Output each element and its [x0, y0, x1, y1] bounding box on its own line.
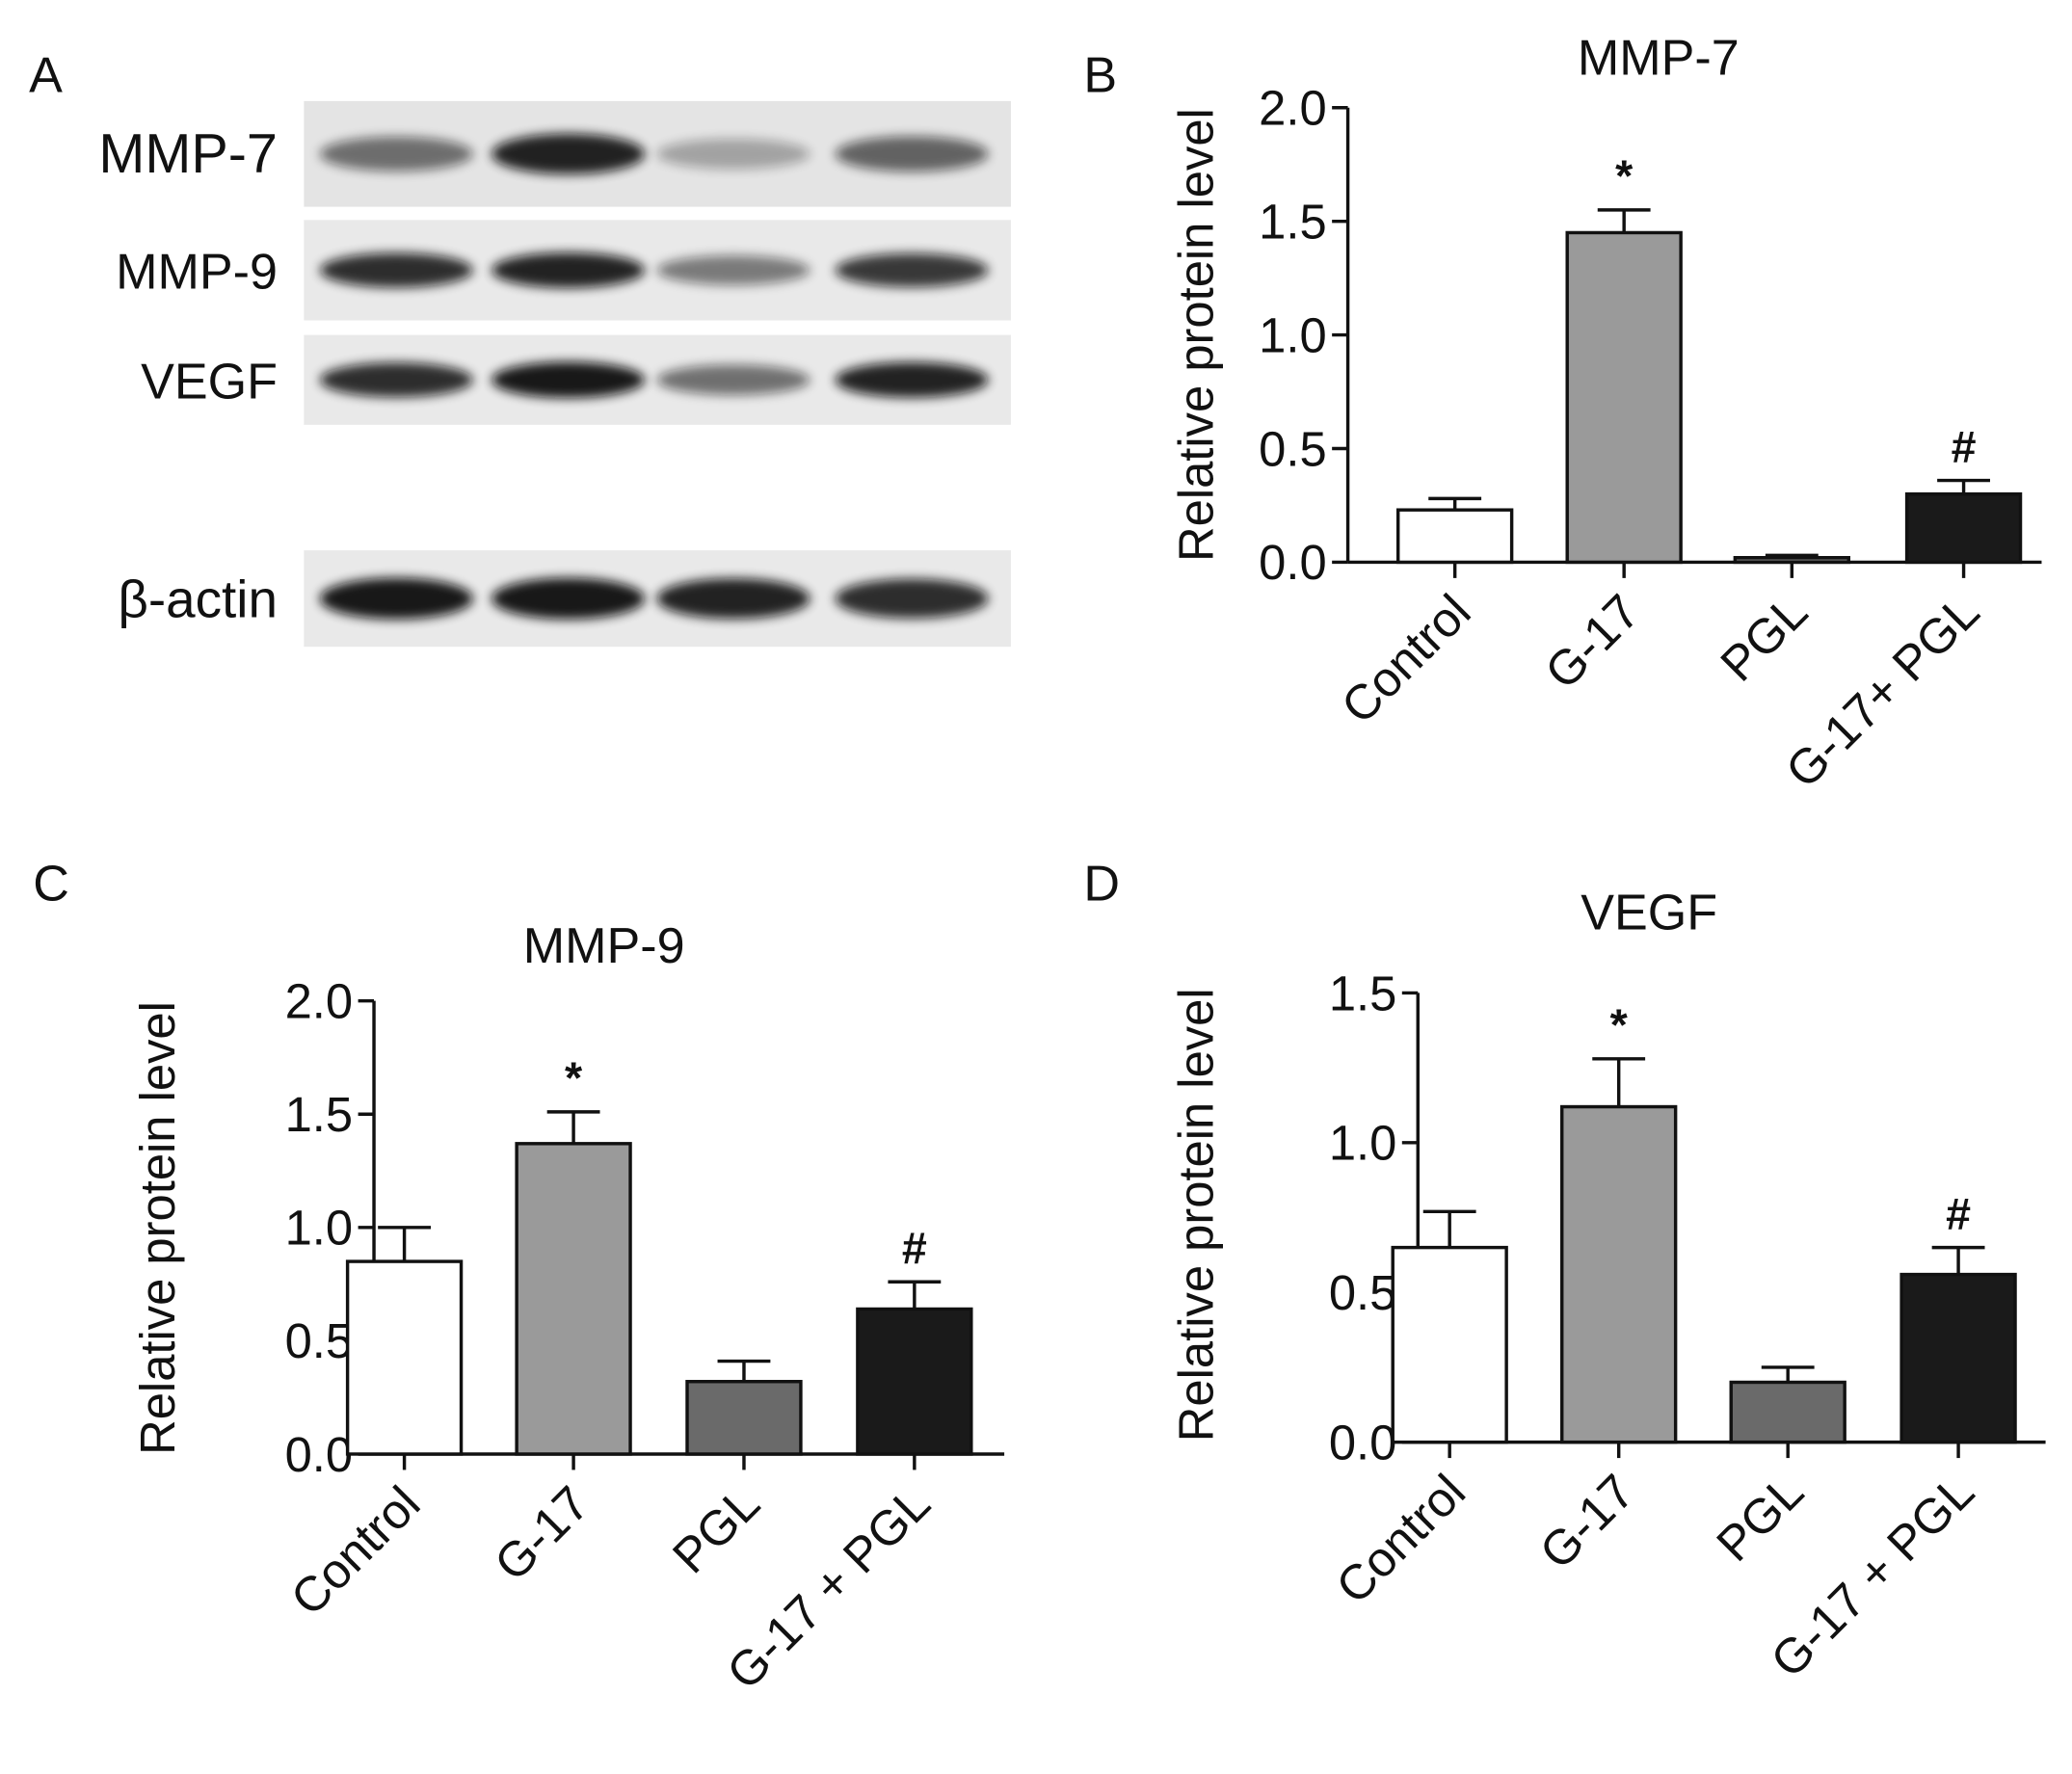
- significance-mark: #: [1946, 1188, 1971, 1238]
- y-tick-label: 1.0: [285, 1201, 354, 1256]
- y-tick-label: 1.5: [1329, 966, 1397, 1020]
- blot-band: [656, 364, 810, 395]
- bar: [1560, 1104, 1678, 1444]
- blot-band: [835, 252, 989, 288]
- significance-mark: *: [1610, 1000, 1629, 1050]
- blot-band: [835, 361, 989, 398]
- panel-label: C: [33, 856, 69, 912]
- blot-row-label: β-actin: [118, 569, 278, 628]
- chart-title: MMP-7: [1578, 30, 1740, 86]
- y-tick-label: 0.0: [285, 1427, 354, 1482]
- y-axis-label: Relative protein level: [130, 1001, 185, 1455]
- blot-row-label: MMP-9: [116, 245, 278, 301]
- y-tick-label: 1.0: [1259, 307, 1327, 362]
- y-tick-label: 0.5: [285, 1313, 354, 1368]
- y-tick-label: 0.5: [1259, 421, 1327, 476]
- bar: [1729, 1380, 1846, 1444]
- blot-band: [319, 362, 473, 398]
- blot-row-label: MMP-7: [98, 123, 278, 185]
- significance-mark: *: [565, 1053, 583, 1103]
- blot-row-label: VEGF: [141, 354, 278, 410]
- y-tick-label: 2.0: [285, 973, 354, 1028]
- blot-band: [835, 578, 989, 619]
- y-tick-label: 0.0: [1329, 1415, 1397, 1470]
- significance-mark: *: [1615, 151, 1634, 201]
- bar: [1391, 1245, 1508, 1444]
- bar: [1395, 508, 1514, 565]
- y-tick-label: 1.0: [1329, 1116, 1397, 1171]
- blot-band: [656, 578, 810, 620]
- bar: [685, 1380, 803, 1456]
- blot-band: [491, 361, 646, 399]
- y-tick-label: 0.5: [1329, 1265, 1397, 1320]
- bar: [1899, 1272, 2017, 1444]
- blot-band: [319, 577, 473, 620]
- bar: [1565, 230, 1683, 565]
- bar: [856, 1307, 973, 1456]
- bar: [345, 1259, 464, 1456]
- blot-band: [319, 136, 473, 172]
- blot-band: [319, 252, 473, 288]
- blot-band: [491, 133, 646, 174]
- y-tick-label: 1.5: [1259, 194, 1327, 249]
- panel-label: A: [29, 47, 63, 103]
- y-tick-label: 1.5: [285, 1087, 354, 1142]
- blot-band: [835, 136, 989, 172]
- bar: [515, 1142, 632, 1456]
- significance-mark: #: [902, 1223, 927, 1273]
- y-axis-label: Relative protein level: [1169, 108, 1224, 562]
- blot-band: [491, 577, 646, 620]
- blot-band: [656, 255, 810, 285]
- y-tick-label: 2.0: [1259, 81, 1327, 136]
- bar: [1904, 491, 2023, 565]
- panel-label: B: [1083, 47, 1117, 103]
- y-axis-label: Relative protein level: [1169, 988, 1224, 1442]
- bar: [1733, 556, 1850, 565]
- y-tick-label: 0.0: [1259, 535, 1327, 590]
- significance-mark: #: [1952, 421, 1977, 471]
- panel-label: D: [1083, 856, 1120, 912]
- chart-title: VEGF: [1581, 886, 1717, 941]
- chart-title: MMP-9: [523, 918, 685, 974]
- blot-band: [656, 138, 810, 170]
- blot-band: [491, 252, 646, 288]
